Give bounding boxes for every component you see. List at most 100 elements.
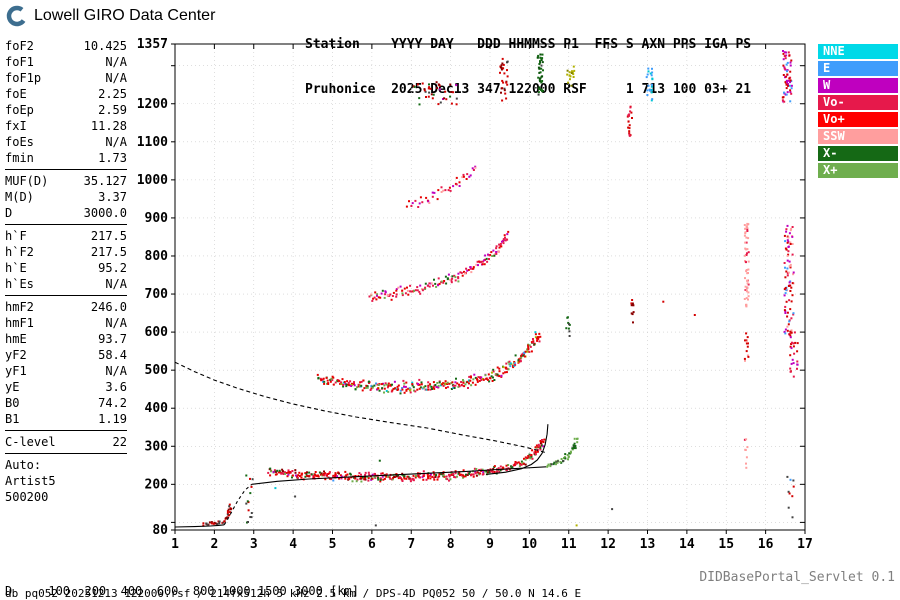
param-row-ye: yE 3.6: [5, 379, 127, 395]
param-row-d: D 3000.0: [5, 205, 127, 221]
svg-text:300: 300: [145, 439, 169, 454]
auto-info-line: 500200: [5, 490, 49, 504]
svg-text:12: 12: [600, 537, 616, 552]
param-value: N/A: [105, 277, 127, 291]
station-header-columns: Station YYYY DAY DDD HHMMSS P1 FFS S AXN…: [305, 37, 752, 52]
param-label: yF2: [5, 348, 27, 362]
param-label: foEp: [5, 103, 34, 117]
svg-text:1200: 1200: [137, 97, 168, 112]
param-row-yf1: yF1 N/A: [5, 363, 127, 379]
param-label: foF1: [5, 55, 34, 69]
param-divider: [5, 430, 127, 431]
param-row-hme: hmE 93.7: [5, 331, 127, 347]
param-value: 2.25: [98, 87, 127, 101]
station-header-values: Pruhonice 2025 Dec13 347 122000 RSF 1 71…: [305, 82, 752, 97]
svg-text:15: 15: [718, 537, 734, 552]
param-value: 22: [112, 435, 127, 449]
param-label: fmin: [5, 151, 34, 165]
param-label: h`F2: [5, 245, 34, 259]
param-value: 2.59: [98, 103, 127, 117]
svg-text:13: 13: [640, 537, 656, 552]
app-title: Lowell GIRO Data Center: [34, 7, 216, 24]
param-label: h`F: [5, 229, 27, 243]
svg-text:11: 11: [561, 537, 577, 552]
param-label: hmF1: [5, 316, 34, 330]
legend-item-vo: Vo-: [818, 95, 898, 110]
param-label: hmE: [5, 332, 27, 346]
param-row-hmf2: hmF2 246.0: [5, 299, 127, 315]
param-value: N/A: [105, 364, 127, 378]
param-label: C-level: [5, 435, 56, 449]
svg-text:80: 80: [152, 523, 168, 538]
svg-text:400: 400: [145, 401, 169, 416]
svg-text:800: 800: [145, 249, 169, 264]
param-label: MUF(D): [5, 174, 49, 188]
param-divider: [5, 169, 127, 170]
param-row-hmf1: hmF1 N/A: [5, 315, 127, 331]
param-row-fof1p: foF1p N/A: [5, 70, 127, 86]
auto-info-line: Auto:: [5, 458, 42, 472]
svg-text:10: 10: [522, 537, 538, 552]
svg-text:5: 5: [329, 537, 337, 552]
param-row-fxi: fxI 11.28: [5, 118, 127, 134]
param-value: 95.2: [98, 261, 127, 275]
legend-item-ssw: SSW: [818, 129, 898, 144]
param-row-hf: h`F 217.5: [5, 228, 127, 244]
param-value: 3.37: [98, 190, 127, 204]
param-label: foE: [5, 87, 27, 101]
svg-text:17: 17: [797, 537, 813, 552]
parameter-panel: foF2 10.425 foF1 N/A foF1p N/A foE 2.25 foEp 2.59…: [5, 38, 127, 505]
svg-text:7: 7: [407, 537, 415, 552]
param-row-foes: foEs N/A: [5, 134, 127, 150]
param-label: B1: [5, 412, 20, 426]
param-label: h`Es: [5, 277, 34, 291]
param-label: foF1p: [5, 71, 42, 85]
svg-text:1: 1: [171, 537, 179, 552]
param-value: 10.425: [83, 39, 127, 53]
svg-text:8: 8: [447, 537, 455, 552]
param-row-he: h`E 95.2: [5, 260, 127, 276]
svg-text:200: 200: [145, 477, 169, 492]
param-row-b1: B1 1.19: [5, 411, 127, 427]
param-label: M(D): [5, 190, 34, 204]
beam-direction-legend: NNE E W Vo- Vo+ SSW X- X+: [818, 44, 898, 180]
param-label: fxI: [5, 119, 27, 133]
svg-text:16: 16: [758, 537, 774, 552]
param-value: N/A: [105, 55, 127, 69]
param-row-fmin: fmin 1.73: [5, 150, 127, 166]
svg-text:1000: 1000: [137, 173, 168, 188]
param-row-mufd: MUF(D) 35.127: [5, 173, 127, 189]
param-value: 217.5: [90, 229, 127, 243]
param-value: 1.73: [98, 151, 127, 165]
param-label: foEs: [5, 135, 34, 149]
param-value: 93.7: [98, 332, 127, 346]
legend-item-x: X-: [818, 146, 898, 161]
param-value: 3.6: [105, 380, 127, 394]
legend-item-e: E: [818, 61, 898, 76]
svg-text:2: 2: [210, 537, 218, 552]
param-row-fof2: foF2 10.425: [5, 38, 127, 54]
param-value: 217.5: [90, 245, 127, 259]
param-row-foe: foE 2.25: [5, 86, 127, 102]
auto-info-line: Artist5: [5, 474, 56, 488]
param-value: N/A: [105, 135, 127, 149]
legend-item-nne: NNE: [818, 44, 898, 59]
param-value: 1.19: [98, 412, 127, 426]
param-value: 11.28: [90, 119, 127, 133]
station-header: Station YYYY DAY DDD HHMMSS P1 FFS S AXN…: [305, 7, 751, 127]
param-divider: [5, 453, 127, 454]
muf-table-d-row: D 100 200 400 600 800 1000 1500 3000 [km…: [5, 584, 360, 598]
legend-item-w: W: [818, 78, 898, 93]
muf-distance-table: D 100 200 400 600 800 1000 1500 3000 [km…: [5, 556, 366, 600]
status-line: db pq052 20251213 122000.rsf / 214fx512h…: [5, 587, 582, 600]
svg-text:14: 14: [679, 537, 695, 552]
param-value: N/A: [105, 316, 127, 330]
param-value: 58.4: [98, 348, 127, 362]
svg-text:1100: 1100: [137, 135, 168, 150]
param-value: 246.0: [90, 300, 127, 314]
param-row-hes: h`Es N/A: [5, 276, 127, 292]
param-value: 74.2: [98, 396, 127, 410]
svg-text:9: 9: [486, 537, 494, 552]
param-row-clevel: C-level 22: [5, 434, 127, 450]
